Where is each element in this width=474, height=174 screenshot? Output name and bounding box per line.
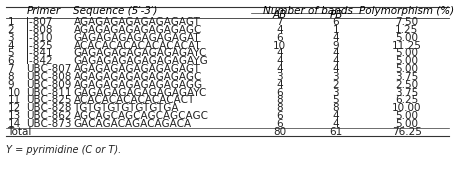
- Text: 8: 8: [8, 72, 14, 82]
- Text: 6: 6: [333, 17, 339, 27]
- Text: 4: 4: [276, 49, 283, 58]
- Text: 61: 61: [329, 127, 343, 137]
- Text: UBC-811: UBC-811: [27, 88, 72, 98]
- Text: 4: 4: [8, 41, 14, 51]
- Text: 6: 6: [276, 33, 283, 43]
- Text: 5.00: 5.00: [395, 49, 418, 58]
- Text: UBC-825: UBC-825: [27, 96, 72, 105]
- Text: Y = pyrimidine (C or T).: Y = pyrimidine (C or T).: [6, 145, 121, 155]
- Text: GAGAGAGAGAGAGAGAYC: GAGAGAGAGAGAGAGAYC: [73, 88, 207, 98]
- Text: 3.75: 3.75: [395, 72, 418, 82]
- Text: 1.25: 1.25: [395, 25, 418, 35]
- Text: 4: 4: [333, 64, 339, 74]
- Text: ACACACACACACACACТ: ACACACACACACACACТ: [73, 96, 195, 105]
- Text: 10.00: 10.00: [392, 103, 421, 113]
- Text: UBC-808: UBC-808: [27, 72, 72, 82]
- Text: TGTGTGTGTGTGTGA: TGTGTGTGTGTGTGA: [73, 103, 179, 113]
- Text: UBC-807: UBC-807: [27, 64, 72, 74]
- Text: 4: 4: [276, 80, 283, 90]
- Text: 3.75: 3.75: [395, 88, 418, 98]
- Text: Total: Total: [8, 127, 32, 137]
- Text: 4: 4: [276, 25, 283, 35]
- Text: 5.00: 5.00: [395, 111, 418, 121]
- Text: I-825: I-825: [27, 41, 53, 51]
- Text: 3: 3: [276, 72, 283, 82]
- Text: 9: 9: [8, 80, 14, 90]
- Text: 6: 6: [276, 119, 283, 129]
- Text: 5.00: 5.00: [395, 33, 418, 43]
- Text: 4: 4: [333, 33, 339, 43]
- Text: 3: 3: [333, 88, 339, 98]
- Text: UBC-862: UBC-862: [27, 111, 72, 121]
- Text: 6: 6: [276, 88, 283, 98]
- Text: AGAGAGAGAGAGAGAGT: AGAGAGAGAGAGAGAGT: [73, 17, 201, 27]
- Text: 80: 80: [273, 127, 286, 137]
- Text: UBC-809: UBC-809: [27, 80, 72, 90]
- Text: 2: 2: [333, 80, 339, 90]
- Text: 11: 11: [8, 96, 21, 105]
- Text: 1: 1: [8, 17, 14, 27]
- Text: 7.50: 7.50: [395, 17, 418, 27]
- Text: Sequence (5′-3′): Sequence (5′-3′): [73, 6, 158, 16]
- Text: 5.00: 5.00: [395, 119, 418, 129]
- Text: 5: 5: [8, 49, 14, 58]
- Text: 8: 8: [276, 103, 283, 113]
- Text: 6: 6: [8, 56, 14, 66]
- Text: 4: 4: [276, 64, 283, 74]
- Text: 5.00: 5.00: [395, 64, 418, 74]
- Text: 4: 4: [333, 49, 339, 58]
- Text: 3: 3: [8, 33, 14, 43]
- Text: 7: 7: [8, 64, 14, 74]
- Text: GACAGACAGACAGACA: GACAGACAGACAGACA: [73, 119, 191, 129]
- Text: AB: AB: [272, 10, 287, 20]
- Text: 4: 4: [333, 111, 339, 121]
- Text: 9: 9: [333, 41, 339, 51]
- Text: 4: 4: [333, 56, 339, 66]
- Text: PB: PB: [329, 10, 343, 20]
- Text: 8: 8: [333, 103, 339, 113]
- Text: 11.25: 11.25: [392, 41, 421, 51]
- Text: AGAGAGAGAGAGAGAGC: AGAGAGAGAGAGAGAGC: [73, 25, 202, 35]
- Text: Number of bands: Number of bands: [263, 6, 353, 16]
- Text: 6: 6: [276, 111, 283, 121]
- Text: AGAGAGAGAGAGAGAGC: AGAGAGAGAGAGAGAGC: [73, 72, 202, 82]
- Text: 1: 1: [333, 25, 339, 35]
- Text: 8: 8: [276, 96, 283, 105]
- Text: GAGAGAGAGAGAGAGAYG: GAGAGAGAGAGAGAGAYG: [73, 56, 208, 66]
- Text: 13: 13: [8, 111, 21, 121]
- Text: AGCAGCAGCAGCAGCAGC: AGCAGCAGCAGCAGCAGC: [73, 111, 209, 121]
- Text: 2.50: 2.50: [395, 80, 418, 90]
- Text: UBC-828: UBC-828: [27, 103, 72, 113]
- Text: I-810: I-810: [27, 33, 53, 43]
- Text: I-807: I-807: [27, 17, 53, 27]
- Text: 5.00: 5.00: [395, 56, 418, 66]
- Text: 7: 7: [276, 17, 283, 27]
- Text: 12: 12: [8, 103, 21, 113]
- Text: 4: 4: [276, 56, 283, 66]
- Text: 10: 10: [8, 88, 21, 98]
- Text: 3: 3: [333, 72, 339, 82]
- Text: 5: 5: [333, 96, 339, 105]
- Text: I-808: I-808: [27, 25, 53, 35]
- Text: AGAGAGAGAGAGAGAGG: AGAGAGAGAGAGAGAGG: [73, 80, 202, 90]
- Text: 10: 10: [273, 41, 286, 51]
- Text: UBC-873: UBC-873: [27, 119, 72, 129]
- Text: 76.25: 76.25: [392, 127, 421, 137]
- Text: Polymorphism (%): Polymorphism (%): [359, 6, 454, 16]
- Text: 2: 2: [8, 25, 14, 35]
- Text: AGAGAGAGAGAGAGAGT: AGAGAGAGAGAGAGAGT: [73, 64, 201, 74]
- Text: Primer: Primer: [27, 6, 61, 16]
- Text: 6.25: 6.25: [395, 96, 418, 105]
- Text: 14: 14: [8, 119, 21, 129]
- Text: I-841: I-841: [27, 49, 53, 58]
- Text: I-842: I-842: [27, 56, 53, 66]
- Text: ACACACACACACACACAT: ACACACACACACACACAT: [73, 41, 201, 51]
- Text: GAGAGAGAGAGAGAGAT: GAGAGAGAGAGAGAGAT: [73, 33, 200, 43]
- Text: GAGAGAGAGAGAGAGAYC: GAGAGAGAGAGAGAGAYC: [73, 49, 207, 58]
- Text: 4: 4: [333, 119, 339, 129]
